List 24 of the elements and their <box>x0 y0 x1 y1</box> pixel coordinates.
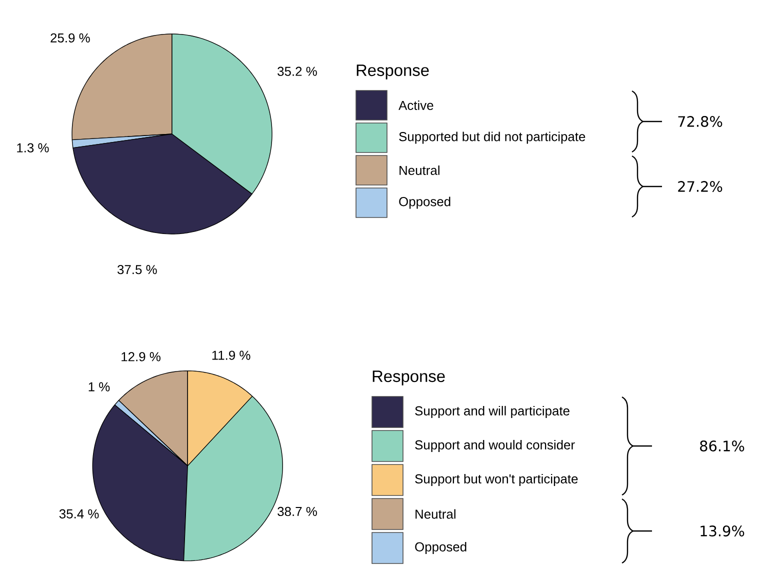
legend-label: Neutral <box>400 165 440 175</box>
data-label: 12.9 % <box>122 352 160 362</box>
data-label: 1.3 % <box>17 143 49 152</box>
legend-label: Neutral <box>416 509 456 519</box>
legend-label: Support and will participate <box>415 406 570 418</box>
data-label: 1 % <box>88 382 110 392</box>
legend-label: Support and would consider <box>415 440 575 452</box>
legend-label: Support but won't participate <box>415 474 578 486</box>
data-label: 11.9 % <box>212 350 250 360</box>
legend-label: Opposed <box>415 542 466 554</box>
data-label: 38.7 % <box>278 506 317 516</box>
data-label: 25.9 % <box>50 33 90 43</box>
legend-label: Opposed <box>399 196 450 209</box>
text: 13.9% <box>700 526 744 536</box>
legend-label: Supported but did not participate <box>399 132 586 144</box>
legend-title: Response <box>356 64 429 80</box>
data-label: 35.4 % <box>59 509 99 518</box>
data-label: 35.2 % <box>278 66 317 76</box>
text: 72.8% <box>678 116 722 127</box>
text: 27.2% <box>678 181 722 192</box>
legend-label: Active <box>398 100 434 110</box>
text: 86.1% <box>700 440 744 452</box>
data-label: 37.5 % <box>117 264 157 274</box>
legend-title: Response <box>372 370 445 386</box>
